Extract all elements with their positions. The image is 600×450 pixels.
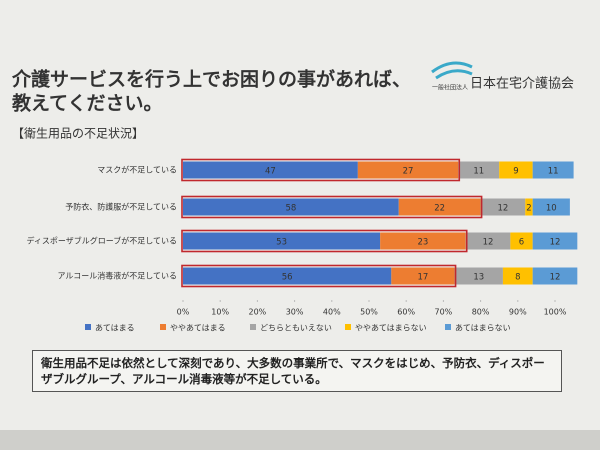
x-tick-label: 40% [323, 308, 341, 317]
x-tick-label: 30% [286, 308, 304, 317]
value-label: 47 [265, 167, 276, 177]
bar-segment [357, 161, 459, 179]
bar-segment [480, 198, 526, 216]
legend-label: あてはまらない [455, 324, 511, 333]
bar-segment [380, 232, 466, 250]
category-label: アルコール消毒液が不足している [57, 271, 177, 281]
bar-segment [502, 267, 533, 285]
value-label: 10 [546, 204, 557, 214]
bar-segment [398, 198, 481, 216]
legend-swatch [250, 324, 256, 330]
bar-segment [525, 198, 533, 216]
bar-segment [532, 267, 578, 285]
x-tick-label: 80% [472, 308, 490, 317]
bar-segment [183, 232, 381, 250]
bar-segment [465, 232, 511, 250]
bar-segment [532, 198, 570, 216]
x-tick-label: 60% [397, 308, 415, 317]
value-label: 2 [526, 204, 531, 214]
highlight-box [181, 195, 483, 219]
legend-swatch [160, 324, 166, 330]
highlight-box [181, 264, 457, 288]
logo-org-type: 一般社団法人 [432, 84, 468, 92]
logo-name: 日本在宅介護協会 [470, 76, 574, 92]
category-label: マスクが不足している [97, 165, 177, 175]
bar-segment [499, 161, 533, 179]
bar-segment [183, 198, 399, 216]
title-line: 教えてください。 [12, 92, 162, 115]
legend-swatch [445, 324, 451, 330]
bar-segment [458, 161, 500, 179]
bar-segment [183, 267, 392, 285]
x-tick-label: 50% [360, 308, 378, 317]
value-label: 12 [498, 204, 509, 214]
category-label: 予防衣、防護服が不足している [65, 202, 177, 212]
subtitle: 【衛生用品の不足状況】 [12, 126, 144, 141]
value-label: 23 [418, 238, 429, 248]
bar-segment [532, 161, 574, 179]
value-label: 11 [473, 167, 484, 177]
value-label: 12 [550, 273, 561, 283]
bar-segment [391, 267, 455, 285]
x-tick-label: 0% [177, 308, 190, 317]
value-label: 12 [483, 238, 494, 248]
value-label: 22 [434, 204, 445, 214]
legend-label: あてはまる [95, 324, 135, 333]
x-tick-label: 20% [249, 308, 267, 317]
category-label: ディスポーザブルグローブが不足している [26, 236, 177, 246]
value-label: 6 [519, 238, 524, 248]
value-label: 56 [282, 273, 293, 283]
x-tick-label: 90% [509, 308, 527, 317]
note: 衛生用品不足は依然として深刻であり、大多数の事業所で、マスクをはじめ、予防衣、デ… [32, 350, 562, 392]
bar-segment [183, 161, 358, 179]
legend-label: ややあてはまらない [355, 324, 427, 333]
highlight-box [181, 158, 461, 182]
x-tick-label: 10% [211, 308, 229, 317]
value-label: 8 [515, 273, 520, 283]
bar-segment [532, 232, 578, 250]
legend-swatch [345, 324, 351, 330]
legend-label: どちらともいえない [260, 324, 332, 333]
legend-swatch [85, 324, 91, 330]
value-label: 58 [285, 204, 296, 214]
value-label: 17 [418, 273, 429, 283]
x-tick-label: 100% [544, 308, 567, 317]
title-line: 介護サービスを行う上でお困りの事があれば、 [11, 68, 411, 91]
value-label: 9 [513, 167, 518, 177]
logo-mark [431, 61, 473, 80]
value-label: 27 [403, 167, 414, 177]
x-tick-label: 70% [435, 308, 453, 317]
value-label: 11 [548, 167, 559, 177]
legend-label: ややあてはまる [170, 324, 226, 333]
value-label: 12 [550, 238, 561, 248]
bar-segment [454, 267, 503, 285]
highlight-box [181, 229, 468, 253]
value-label: 13 [473, 273, 484, 283]
bar-segment [510, 232, 533, 250]
value-label: 53 [276, 238, 287, 248]
